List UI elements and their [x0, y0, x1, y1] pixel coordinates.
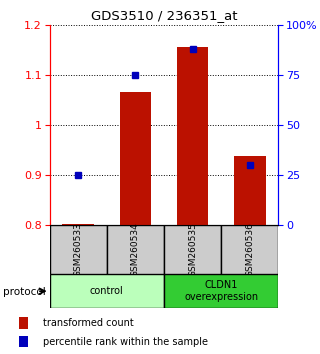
Bar [234, 156, 266, 225]
Text: GSM260536: GSM260536 [245, 222, 254, 277]
Text: GSM260534: GSM260534 [131, 222, 140, 277]
Bar [221, 225, 278, 274]
Text: GSM260533: GSM260533 [74, 222, 83, 277]
Bar [120, 92, 151, 225]
Title: GDS3510 / 236351_at: GDS3510 / 236351_at [91, 9, 237, 22]
Text: transformed count: transformed count [43, 318, 134, 328]
Bar [164, 274, 278, 308]
Bar [177, 47, 208, 225]
Bar [164, 225, 221, 274]
Bar [19, 336, 28, 347]
Text: control: control [90, 286, 124, 296]
Text: GSM260535: GSM260535 [188, 222, 197, 277]
Text: CLDN1
overexpression: CLDN1 overexpression [184, 280, 258, 302]
Text: protocol: protocol [3, 287, 46, 297]
Text: percentile rank within the sample: percentile rank within the sample [43, 337, 208, 347]
Bar [107, 225, 164, 274]
Bar [19, 317, 28, 329]
Bar [62, 224, 94, 225]
Bar [50, 274, 164, 308]
Bar [50, 225, 107, 274]
